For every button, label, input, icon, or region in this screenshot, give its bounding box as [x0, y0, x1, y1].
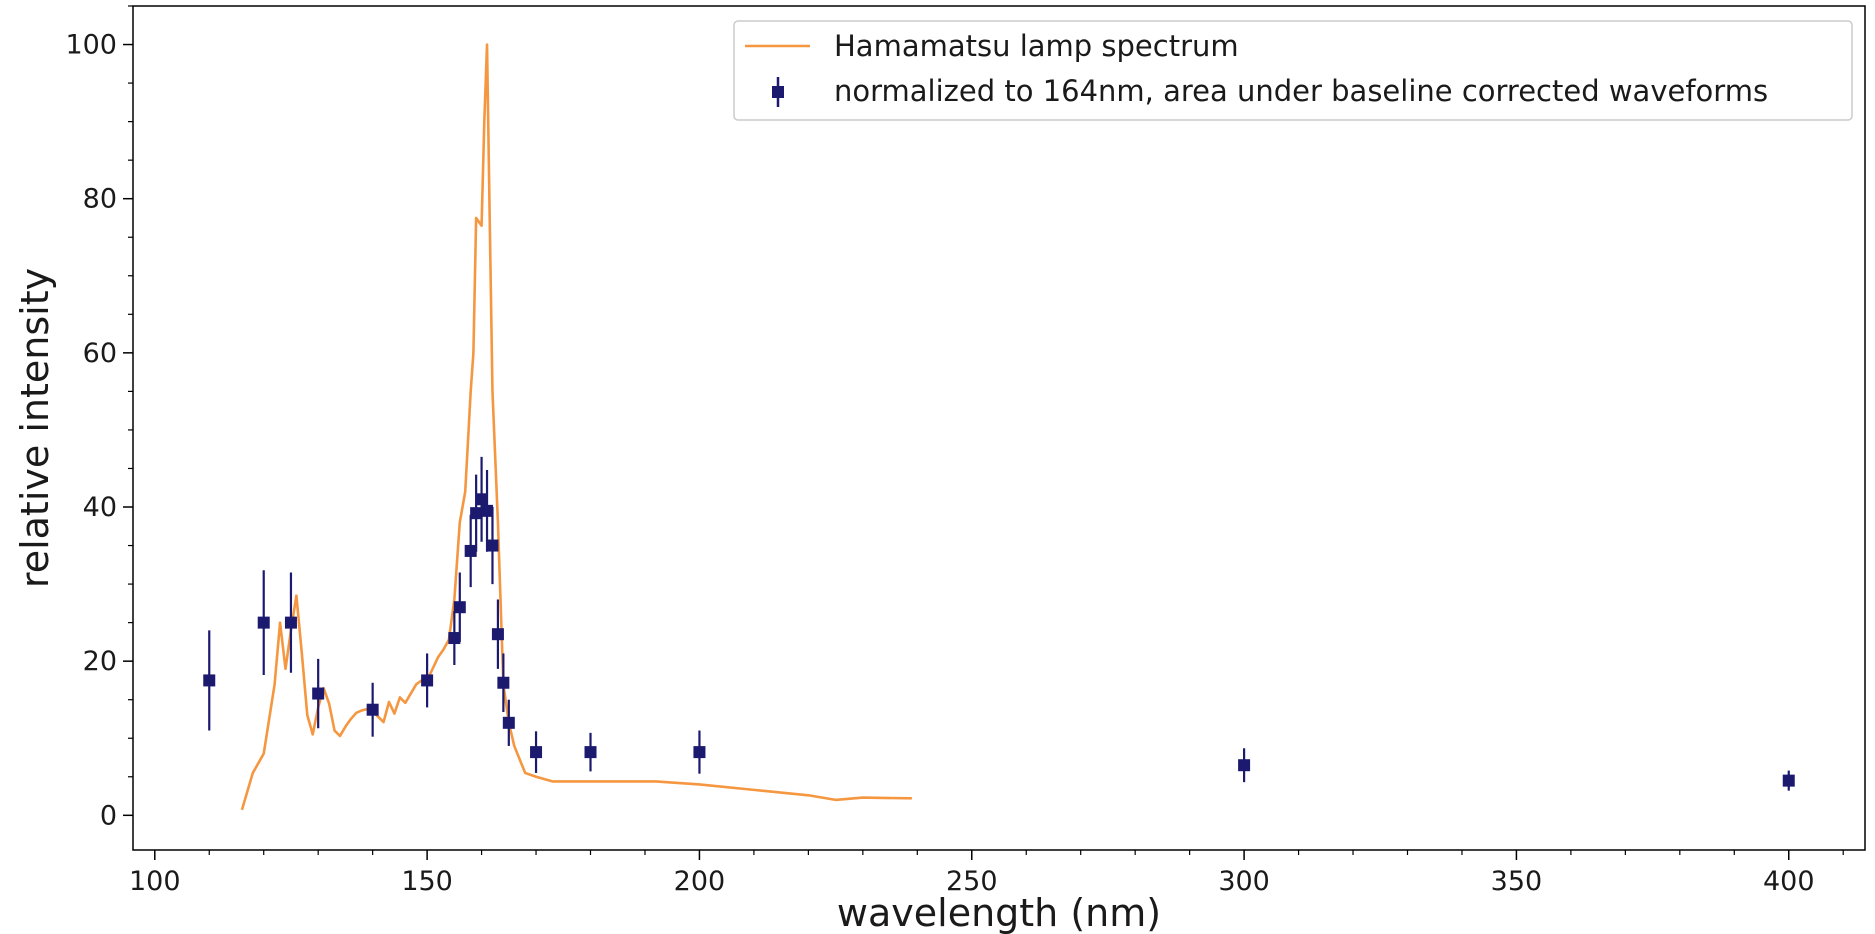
data-point [453, 601, 466, 614]
data-point [203, 674, 216, 687]
plot-area [203, 43, 1795, 811]
y-axis-title: relative intensity [13, 268, 57, 588]
x-tick-label-300: 300 [1218, 866, 1270, 897]
legend-swatch-marker [772, 86, 784, 98]
data-point [481, 504, 494, 517]
data-point [312, 687, 325, 700]
data-point [1238, 759, 1251, 772]
data-point [502, 716, 515, 729]
data-point [486, 539, 499, 552]
y-tick-label-60: 60 [83, 338, 117, 369]
data-point [530, 746, 543, 759]
x-tick-label-100: 100 [129, 866, 181, 897]
y-tick-label-80: 80 [83, 184, 117, 215]
data-point [421, 674, 434, 687]
y-tick-label-100: 100 [65, 30, 117, 61]
data-point [448, 632, 461, 645]
series-line-lamp-spectrum [240, 43, 912, 811]
y-tick-label-20: 20 [83, 646, 117, 677]
y-tick-label-40: 40 [83, 492, 117, 523]
data-point [366, 703, 379, 716]
data-point [464, 544, 477, 557]
data-point [284, 616, 297, 629]
x-tick-label-350: 350 [1491, 866, 1543, 897]
data-point [257, 616, 270, 629]
x-axis-title: wavelength (nm) [837, 891, 1161, 934]
data-point [693, 746, 706, 759]
y-tick-label-0: 0 [100, 800, 117, 831]
data-point [497, 676, 510, 689]
legend-label-normalized: normalized to 164nm, area under baseline… [834, 74, 1768, 108]
x-tick-label-200: 200 [674, 866, 726, 897]
data-point [470, 507, 483, 520]
legend: Hamamatsu lamp spectrum normalized to 16… [733, 20, 1853, 121]
data-point [1782, 774, 1795, 787]
data-point [584, 746, 597, 759]
x-tick-label-250: 250 [946, 866, 998, 897]
x-tick-label-150: 150 [401, 866, 453, 897]
axes: 100 150 200 250 300 350 400 0 20 40 60 80 100 [65, 5, 1844, 897]
plot-frame [132, 5, 1866, 851]
data-point [475, 493, 488, 506]
data-point [491, 628, 504, 641]
x-tick-label-400: 400 [1763, 866, 1815, 897]
legend-label-lamp-spectrum: Hamamatsu lamp spectrum [834, 29, 1239, 63]
legend-box [733, 20, 1853, 121]
